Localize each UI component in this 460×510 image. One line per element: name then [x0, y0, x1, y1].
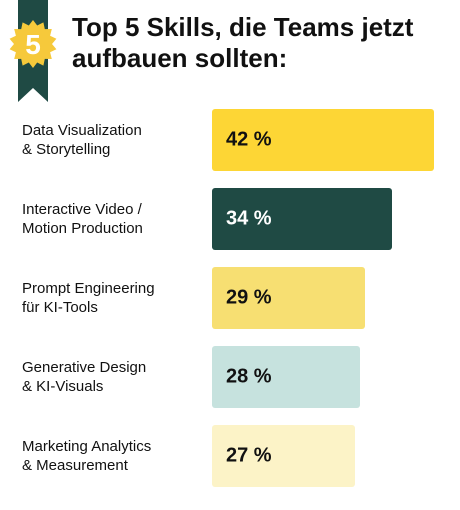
category-label-line: Motion Production [22, 220, 143, 237]
bar: 42 % [212, 109, 434, 171]
bar-row: Prompt Engineering für KI-Tools 29 % [0, 267, 460, 329]
category-label-line: für KI-Tools [22, 299, 98, 316]
category-label: Marketing Analytics & Measurement [22, 437, 202, 475]
category-label: Data Visualization & Storytelling [22, 121, 202, 159]
bar-row: Interactive Video / Motion Production 34 % [0, 188, 460, 250]
category-label-line: Marketing Analytics [22, 438, 152, 455]
value-label: 29 % [226, 286, 272, 309]
chart-title: Top 5 Skills, die Teams jetzt aufbauen s… [72, 12, 452, 74]
category-label-line: & Storytelling [22, 141, 111, 158]
value-label: 28 % [226, 365, 272, 388]
category-label-line: Generative Design [22, 359, 147, 376]
bar: 29 % [212, 267, 365, 329]
category-label-line: Prompt Engineering [22, 280, 155, 297]
category-label-line: Interactive Video / [22, 201, 142, 218]
category-label: Prompt Engineering für KI-Tools [22, 279, 202, 317]
category-label: Interactive Video / Motion Production [22, 200, 202, 238]
bar: 28 % [212, 346, 360, 408]
chart-title-line-2: aufbauen sollten: [72, 43, 288, 73]
rank-badge: 5 [0, 0, 60, 102]
bar-row: Data Visualization & Storytelling 42 % [0, 109, 460, 171]
badge-number: 5 [25, 29, 41, 60]
bar-row: Generative Design & KI-Visuals 28 % [0, 346, 460, 408]
bar-row: Marketing Analytics & Measurement 27 % [0, 425, 460, 487]
category-label: Generative Design & KI-Visuals [22, 358, 202, 396]
category-label-line: & KI-Visuals [22, 378, 104, 395]
bar: 34 % [212, 188, 392, 250]
category-label-line: Data Visualization [22, 122, 142, 139]
bar: 27 % [212, 425, 355, 487]
value-label: 42 % [226, 128, 272, 151]
category-label-line: & Measurement [22, 457, 128, 474]
value-label: 34 % [226, 207, 272, 230]
star-ribbon-icon: 5 [9, 0, 57, 102]
starburst-shape [9, 20, 57, 68]
chart-title-line-1: Top 5 Skills, die Teams jetzt [72, 12, 414, 42]
value-label: 27 % [226, 444, 272, 467]
